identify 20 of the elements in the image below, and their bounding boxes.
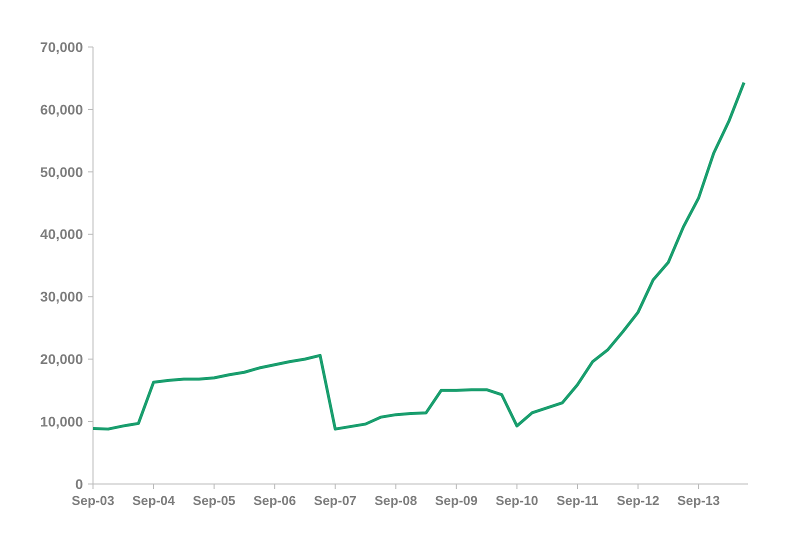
y-tick-label: 50,000 <box>40 164 84 180</box>
y-tick-label: 40,000 <box>40 226 84 242</box>
y-tick-label: 20,000 <box>40 351 84 368</box>
line-series <box>92 81 746 431</box>
x-tick-label: Sep-04 <box>132 493 176 508</box>
x-tick-label: Sep-11 <box>556 493 598 508</box>
x-tick-label: Sep-12 <box>616 493 660 508</box>
y-tick-label: 70,000 <box>40 38 84 55</box>
x-tick-label: Sep-09 <box>435 493 478 508</box>
x-tick-label: Sep-05 <box>192 493 236 508</box>
x-tick-label: Sep-03 <box>72 493 114 508</box>
y-tick-label: 0 <box>75 476 84 492</box>
x-tick-label: Sep-06 <box>253 493 296 508</box>
x-tick-label: Sep-08 <box>374 493 418 508</box>
x-tick-label: Sep-10 <box>496 493 538 508</box>
x-tick-label: Sep-13 <box>677 493 720 508</box>
y-tick-label: 30,000 <box>40 288 84 305</box>
y-tick-label: 60,000 <box>40 101 84 118</box>
y-tick-label: 10,000 <box>40 413 84 430</box>
x-tick-label: Sep-07 <box>314 493 357 508</box>
